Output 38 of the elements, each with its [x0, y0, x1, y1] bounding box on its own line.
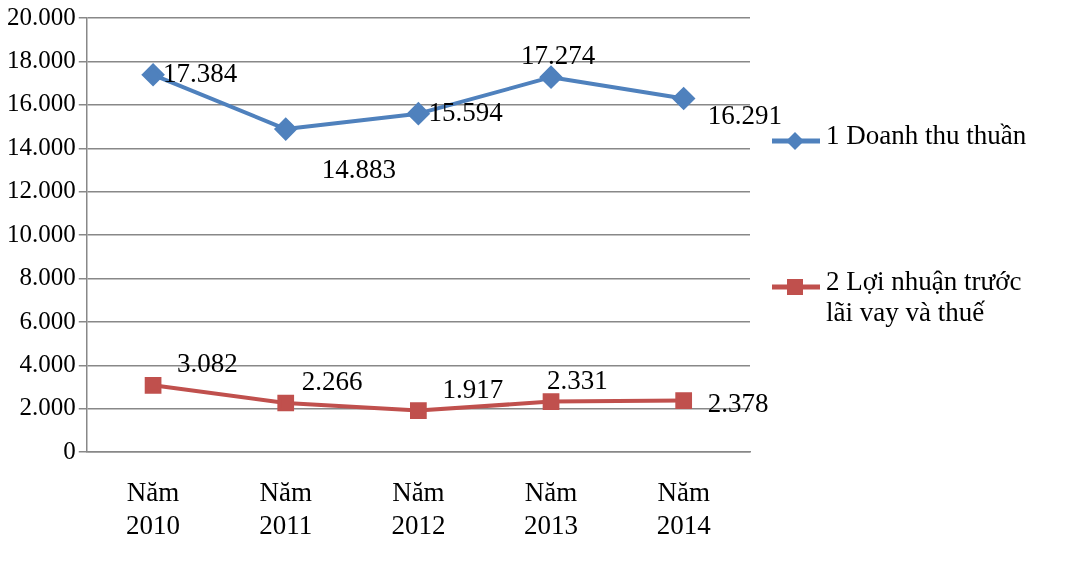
data-label: 2.331	[547, 364, 608, 395]
y-tick-label: 20.000	[7, 2, 76, 30]
point	[277, 394, 295, 412]
x-tick-label: Năm 2013	[524, 477, 579, 540]
y-tick-label: 10.000	[7, 219, 76, 247]
point	[274, 118, 297, 141]
x-tick-label: Năm 2010	[126, 477, 181, 540]
y-tick-label: 0	[63, 436, 76, 464]
legend-label: 1 Doanh thu thuần	[826, 120, 1027, 151]
data-label: 17.274	[521, 40, 596, 71]
point	[540, 66, 563, 89]
data-label: 1.917	[442, 373, 504, 404]
data-label: 2.266	[301, 366, 363, 397]
point	[672, 87, 695, 110]
point	[542, 393, 560, 410]
point	[410, 402, 427, 419]
data-label: 15.594	[428, 96, 504, 127]
point	[144, 376, 162, 394]
y-tick-label: 12.000	[7, 176, 76, 204]
data-label: 16.291	[707, 99, 782, 130]
data-label: 17.384	[163, 57, 238, 88]
point	[142, 63, 165, 86]
data-label: 14.883	[321, 154, 396, 185]
y-tick-label: 18.000	[7, 45, 76, 73]
legend-label: 2 Lợi nhuận trước lãi vay và thuế	[826, 266, 1023, 328]
y-tick-label: 16.000	[7, 89, 76, 117]
y-tick-label: 6.000	[19, 306, 76, 334]
point	[407, 102, 430, 125]
y-tick-label: 4.000	[19, 349, 76, 377]
x-tick-label: Năm 2011	[259, 477, 313, 540]
x-tick-label: Năm 2014	[656, 477, 712, 540]
data-label: 3.082	[177, 348, 238, 379]
data-label: 2.378	[707, 387, 769, 418]
y-tick-label: 8.000	[19, 263, 76, 291]
x-tick-label: Năm 2012	[391, 477, 446, 540]
y-tick-label: 2.000	[19, 393, 76, 421]
y-tick-label: 14.000	[7, 132, 76, 160]
point	[675, 392, 693, 409]
